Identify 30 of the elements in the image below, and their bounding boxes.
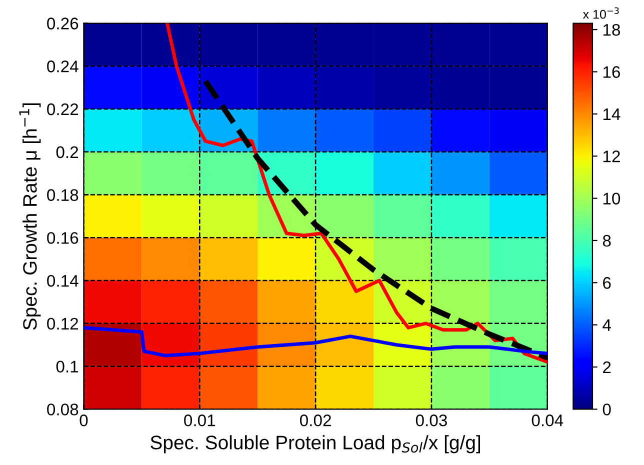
y-tick-label: 0.14 <box>47 274 78 287</box>
x-tick-label: 0.03 <box>416 414 447 426</box>
line-series <box>84 326 548 358</box>
y-tick-label: 0.12 <box>47 318 78 330</box>
color-bar-label: 12 <box>603 150 620 162</box>
y-tick-label: 0.2 <box>56 146 78 158</box>
color-bar-label: 6 <box>603 277 611 289</box>
color-bar-label: 16 <box>603 66 620 78</box>
x-tick-label: 0.04 <box>532 414 564 426</box>
y-tick-label: 0.1 <box>56 360 78 373</box>
x-tick-label: 0 <box>80 414 88 426</box>
color-bar-label: 10 <box>603 192 620 204</box>
color-bar-label: 18 <box>603 24 620 36</box>
color-bar-label: 8 <box>602 234 611 247</box>
y-tick-label: 0.22 <box>47 103 78 116</box>
y-tick-label: 0.08 <box>47 404 78 416</box>
y-tick-label: 0.24 <box>47 60 78 72</box>
y-axis-title: Spec. Growth Rate μ [h$^{−1}$] <box>19 103 41 330</box>
y-tick-label: 0.18 <box>47 189 78 201</box>
color-bar-label: 4 <box>602 319 611 331</box>
color-bar-label: 0 <box>602 404 611 416</box>
y-tick-label: 0.16 <box>47 232 78 244</box>
y-tick-label: 0.26 <box>47 18 78 30</box>
x-tick-label: 0.01 <box>184 414 216 426</box>
color-bar-label: 2 <box>603 361 611 374</box>
color-bar-title: x 10$^{−3}$ <box>582 7 619 19</box>
x-tick-label: 0.02 <box>300 414 331 426</box>
color-bar-label: 14 <box>603 108 620 120</box>
line-series <box>165 23 548 364</box>
x-axis-title: Spec. Soluble Protein Load p$_{Sol}$/x [g/g] <box>150 435 480 454</box>
